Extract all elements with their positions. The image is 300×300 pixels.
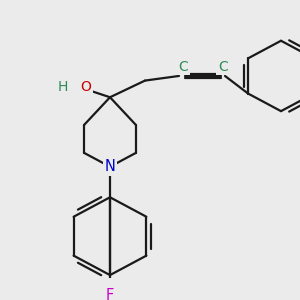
Text: F: F [106,288,114,300]
Text: C: C [178,60,188,74]
Text: N: N [105,159,116,174]
Text: O: O [80,80,91,94]
Text: C: C [218,60,228,74]
Text: H: H [58,80,68,94]
